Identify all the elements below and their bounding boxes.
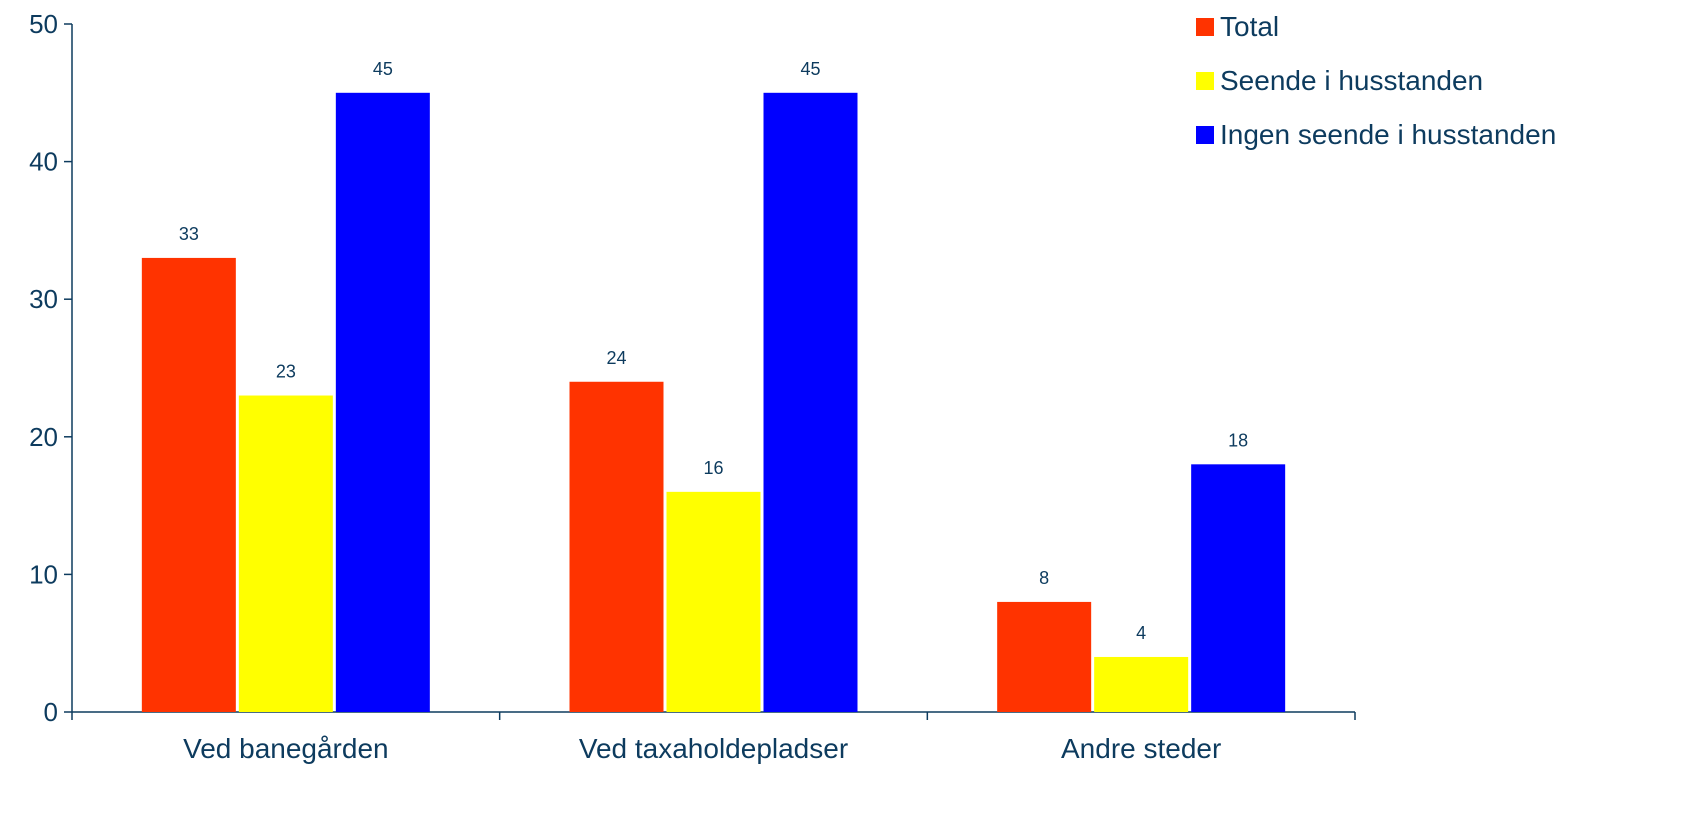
legend-label: Ingen seende i husstanden (1220, 119, 1556, 150)
legend-swatch (1196, 18, 1214, 36)
legend-label: Seende i husstanden (1220, 65, 1483, 96)
data-labels: 33 23 45 24 16 45 8 4 18 (179, 59, 1248, 643)
bar (666, 491, 761, 712)
legend-swatch (1196, 72, 1214, 90)
data-label: 4 (1136, 623, 1146, 643)
legend-label: Total (1220, 11, 1279, 42)
data-label: 8 (1039, 568, 1049, 588)
x-category-label: Andre steder (1061, 733, 1221, 764)
bar (997, 601, 1092, 712)
y-tick-label: 40 (29, 147, 58, 177)
bar (1094, 656, 1189, 712)
bar (335, 92, 430, 713)
data-label: 24 (606, 348, 626, 368)
data-label: 45 (800, 59, 820, 79)
x-category-label: Ved taxaholdepladser (579, 733, 848, 764)
x-category-label: Ved banegården (183, 733, 389, 764)
legend: Total Seende i husstanden Ingen seende i h… (1196, 11, 1556, 150)
bars (141, 92, 1286, 713)
y-tick-label: 0 (44, 697, 58, 727)
y-tick-label: 30 (29, 284, 58, 314)
data-label: 16 (703, 458, 723, 478)
data-label: 18 (1228, 430, 1248, 450)
bar (1191, 464, 1286, 712)
y-tick-label: 20 (29, 422, 58, 452)
bar (569, 381, 664, 712)
bar (238, 395, 333, 712)
bar (763, 92, 858, 713)
data-label: 33 (179, 224, 199, 244)
y-axis: 0 10 20 30 40 50 (29, 9, 73, 727)
y-tick-label: 10 (29, 559, 58, 589)
data-label: 23 (276, 362, 296, 382)
x-axis: Ved banegården Ved taxaholdepladser Andre … (71, 711, 1356, 764)
legend-swatch (1196, 126, 1214, 144)
bar (141, 257, 236, 712)
data-label: 45 (373, 59, 393, 79)
y-tick-label: 50 (29, 9, 58, 39)
